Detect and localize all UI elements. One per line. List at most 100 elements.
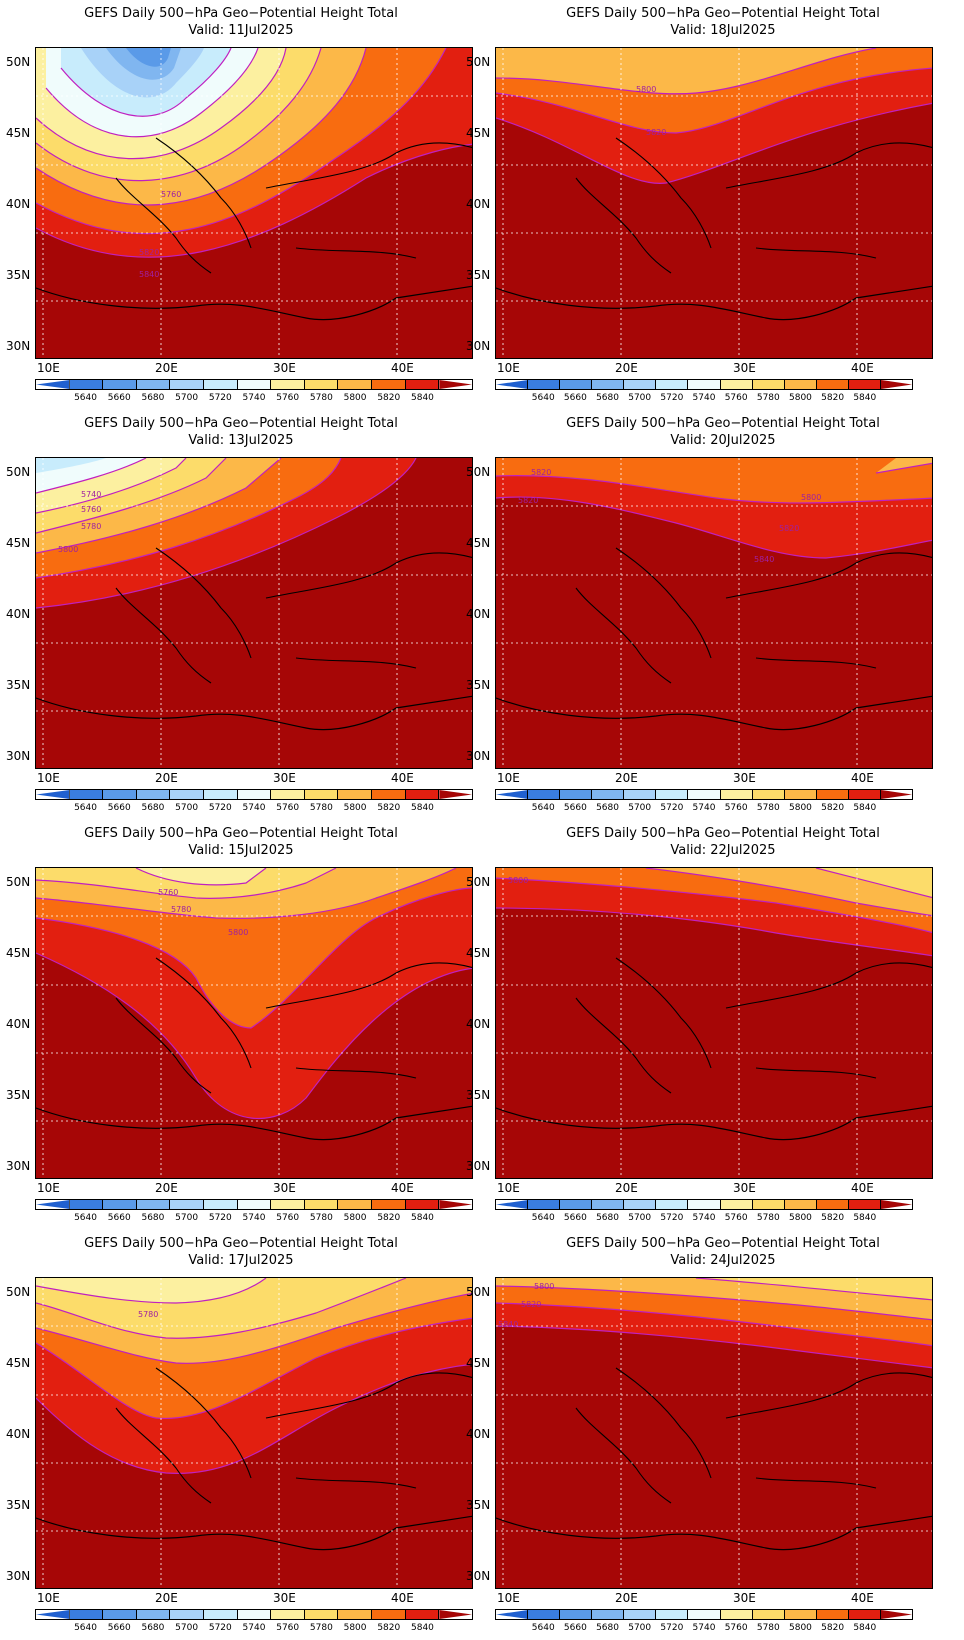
colorbar-swatch xyxy=(237,1200,272,1209)
colorbar-label: 5800 xyxy=(343,1213,367,1223)
y-tick-label: 50N xyxy=(6,1285,31,1299)
colorbar-label: 5640 xyxy=(531,1623,555,1633)
colorbar-label: 5820 xyxy=(377,1623,401,1633)
x-tick-label: 40E xyxy=(851,771,874,785)
colorbar-label: 5700 xyxy=(175,1623,199,1633)
colorbar-label: 5660 xyxy=(563,803,587,813)
colorbar xyxy=(35,1199,473,1210)
colorbar-swatch xyxy=(338,790,373,799)
colorbar-swatch xyxy=(204,790,238,799)
y-tick-label: 50N xyxy=(6,55,31,69)
map-panel-24jul: GEFS Daily 500−hPa Geo−Potential Height … xyxy=(466,1230,964,1640)
panel-valid-date: Valid: 15Jul2025 xyxy=(188,843,294,858)
colorbar-swatch xyxy=(103,790,137,799)
y-tick-label: 35N xyxy=(6,1088,31,1102)
colorbar-swatch xyxy=(880,380,913,389)
x-tick-label: 40E xyxy=(391,771,414,785)
colorbar-swatch xyxy=(237,790,272,799)
colorbar-label: 5800 xyxy=(789,1213,812,1223)
colorbar-label: 5760 xyxy=(276,803,300,813)
colorbar-label: 5740 xyxy=(242,803,266,813)
colorbar-swatch xyxy=(688,1200,721,1209)
colorbar-label: 5840 xyxy=(853,803,877,813)
colorbar-label: 5660 xyxy=(107,393,131,403)
colorbar-swatch xyxy=(69,1610,104,1619)
contour-label: 5840 xyxy=(139,270,160,279)
colorbar-swatch xyxy=(304,1200,339,1209)
x-tick-label: 10E xyxy=(37,1181,60,1195)
colorbar-label: 5640 xyxy=(74,1623,97,1633)
colorbar-swatch xyxy=(304,790,339,799)
x-tick-label: 40E xyxy=(391,361,414,375)
y-tick-label: 35N xyxy=(466,1498,491,1512)
colorbar-label: 5700 xyxy=(628,1213,652,1223)
colorbar-label: 5640 xyxy=(74,393,97,403)
y-tick-label: 50N xyxy=(466,465,491,479)
y-tick-label: 35N xyxy=(466,1088,491,1102)
colorbar-swatch xyxy=(816,790,849,799)
colorbar-label: 5660 xyxy=(107,803,131,813)
colorbar-label: 5840 xyxy=(411,1213,434,1223)
colorbar-swatch xyxy=(372,380,406,389)
x-tick-label: 40E xyxy=(851,1181,874,1195)
y-tick-label: 35N xyxy=(466,678,491,692)
colorbar-swatch xyxy=(560,380,593,389)
colorbar-swatch xyxy=(405,790,440,799)
colorbar-label: 5720 xyxy=(660,1213,684,1223)
colorbar-label: 5760 xyxy=(724,1623,748,1633)
colorbar-label: 5700 xyxy=(175,393,199,403)
colorbar-label: 5680 xyxy=(596,1623,619,1633)
panel-title: GEFS Daily 500−hPa Geo−Potential Height … xyxy=(84,1236,398,1251)
colorbar-label: 5800 xyxy=(343,1623,367,1633)
colorbar-swatch xyxy=(136,790,171,799)
panel-title: GEFS Daily 500−hPa Geo−Potential Height … xyxy=(566,6,880,21)
map-area: 5740 5760 5780 5800 xyxy=(35,457,473,769)
colorbar-swatch xyxy=(784,380,817,389)
colorbar-swatch xyxy=(816,1610,849,1619)
colorbar-swatch xyxy=(528,790,561,799)
colorbar-label: 5680 xyxy=(141,803,165,813)
colorbar-label: 5720 xyxy=(660,393,684,403)
contour-label: 5800 xyxy=(58,545,79,554)
y-tick-label: 40N xyxy=(466,197,491,211)
colorbar-swatch xyxy=(752,790,785,799)
colorbar-swatch xyxy=(592,1610,625,1619)
colorbar-label: 5740 xyxy=(692,803,716,813)
colorbar-swatch xyxy=(338,380,373,389)
colorbar xyxy=(35,379,473,390)
x-tick-label: 20E xyxy=(615,1181,638,1195)
y-tick-label: 50N xyxy=(466,55,491,69)
y-tick-label: 30N xyxy=(466,749,491,763)
y-tick-label: 30N xyxy=(466,1569,491,1583)
colorbar-swatch xyxy=(496,1610,529,1619)
colorbar-swatch xyxy=(496,790,529,799)
colorbar-swatch xyxy=(560,1200,593,1209)
colorbar-label: 5760 xyxy=(724,393,748,403)
x-tick-label: 30E xyxy=(733,1591,756,1605)
x-tick-label: 40E xyxy=(851,361,874,375)
colorbar-label: 5840 xyxy=(853,1623,877,1633)
colorbar-swatch xyxy=(405,1200,440,1209)
colorbar-label: 5780 xyxy=(756,1213,780,1223)
contour-label: 5800 xyxy=(801,493,822,502)
colorbar-swatch xyxy=(439,790,472,799)
colorbar-swatch xyxy=(656,790,689,799)
contour-label: 5800 xyxy=(508,876,529,885)
colorbar-swatch xyxy=(848,1200,881,1209)
contour-label: 5800 xyxy=(636,85,657,94)
colorbar-swatch xyxy=(624,1200,657,1209)
colorbar xyxy=(495,1199,913,1210)
colorbar-swatch xyxy=(592,1200,625,1209)
colorbar-swatch xyxy=(496,1200,529,1209)
colorbar-swatch xyxy=(36,1610,70,1619)
colorbar-label: 5720 xyxy=(660,803,684,813)
colorbar-label: 5780 xyxy=(309,803,333,813)
colorbar-swatch xyxy=(848,790,881,799)
colorbar-label: 5700 xyxy=(628,393,652,403)
colorbar-swatch xyxy=(496,380,529,389)
panel-title: GEFS Daily 500−hPa Geo−Potential Height … xyxy=(566,826,880,841)
colorbar-swatch xyxy=(752,1610,785,1619)
colorbar-swatch xyxy=(816,1200,849,1209)
colorbar-label: 5740 xyxy=(692,1213,716,1223)
map-panel-13jul: GEFS Daily 500−hPa Geo−Potential Height … xyxy=(0,410,482,820)
